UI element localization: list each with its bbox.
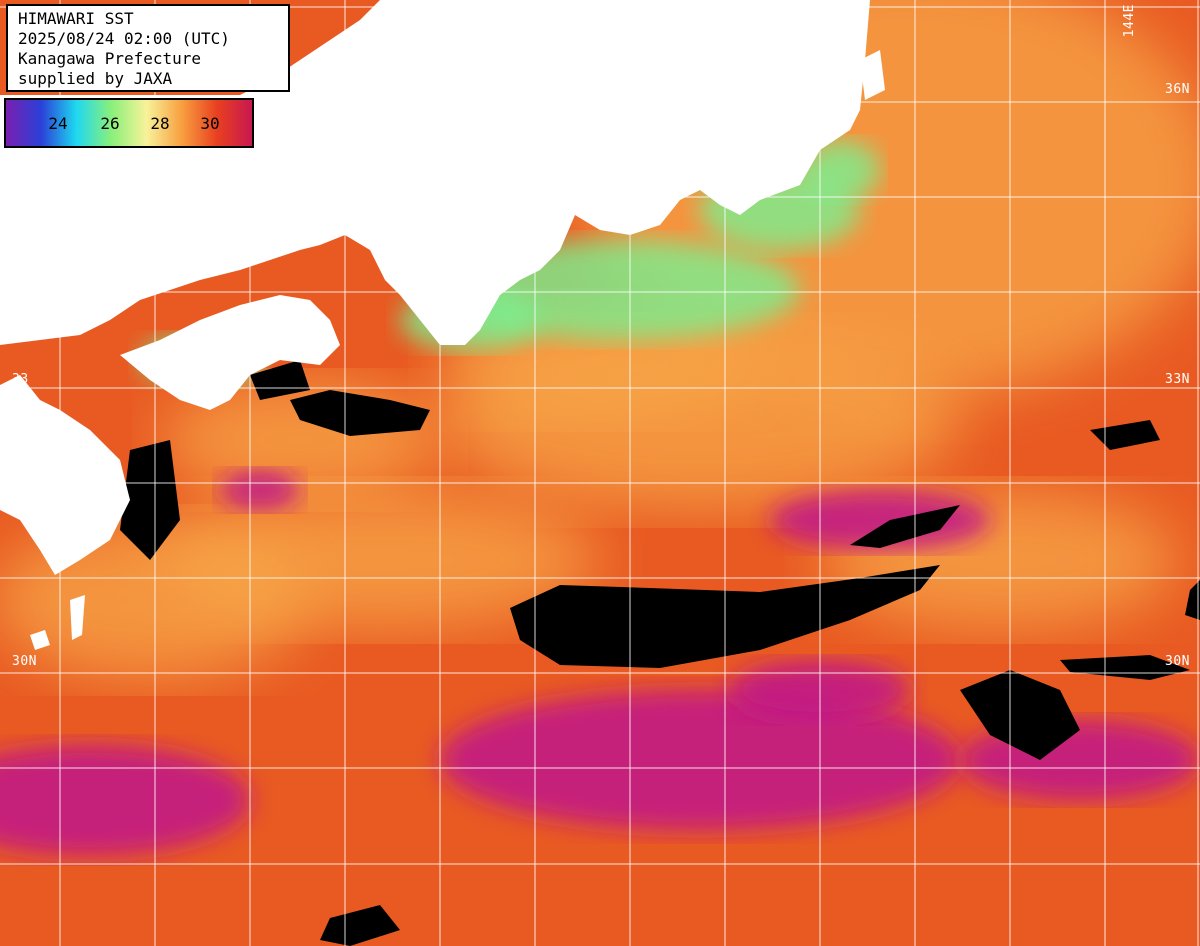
lat-label-30n-west: 30N [12,654,37,669]
land-mass-6 [860,50,885,100]
cloud-mask-5 [120,440,180,560]
lat-label-30n-east: 30N [1165,654,1190,669]
cloud-mask-2 [960,670,1080,760]
map-credit: supplied by JAXA [18,69,173,88]
cloud-mask-1 [850,505,960,548]
legend-tick-24: 24 [48,114,68,133]
hot-zone-5 [220,470,300,510]
map-region: Kanagawa Prefecture [18,49,202,68]
land-mass-1 [120,295,340,410]
lat-label-36n: 36N [1165,82,1190,97]
lat-label-33n: 33N [1165,372,1190,387]
lon-label-136e: 136E [482,4,497,38]
cloud-mask-8 [250,360,310,400]
legend-tick-28: 28 [150,114,170,133]
color-scale-legend: 24 26 28 30 [4,98,254,148]
land-mass-2 [0,375,130,575]
cloud-mask-6 [1090,420,1160,450]
map-title: HIMAWARI SST [18,9,134,28]
legend-tick-30: 30 [200,114,220,133]
lon-label-144e: 144E [1122,4,1137,38]
hot-zone-2 [770,490,990,550]
hot-zone-1 [440,690,960,830]
land-mass-3 [395,225,440,275]
land-mass-5 [30,630,50,650]
land-mass-4 [70,595,85,640]
hot-zone-0 [0,745,250,855]
cloud-mask-9 [1185,580,1200,620]
cloud-mask-7 [320,905,400,946]
cloud-mask-3 [1060,655,1190,680]
info-box: HIMAWARI SST 2025/08/24 02:00 (UTC) Kana… [6,4,290,92]
lat-label-33-west: 33 [12,372,29,387]
land-mass-0 [0,0,870,345]
cloud-mask-4 [290,390,430,436]
legend-tick-26: 26 [100,114,120,133]
map-datetime: 2025/08/24 02:00 (UTC) [18,29,230,48]
